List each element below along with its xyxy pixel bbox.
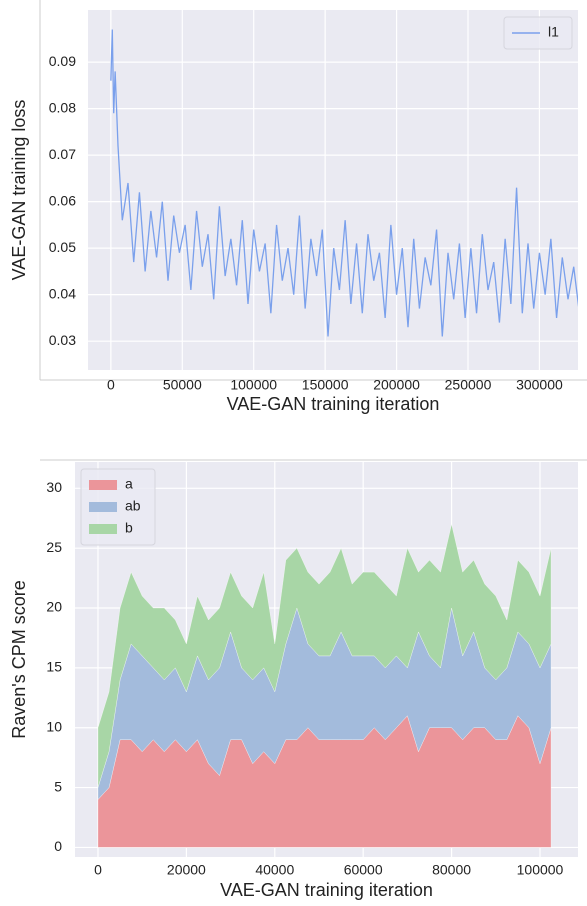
x-axis-label: VAE-GAN training iteration [220, 880, 433, 900]
legend-swatch [89, 480, 117, 490]
x-tick-label: 300000 [516, 377, 563, 393]
x-tick-label: 60000 [344, 862, 383, 878]
x-tick-label: 40000 [255, 862, 294, 878]
y-axis-label: Raven's CPM score [9, 580, 29, 738]
x-axis-label: VAE-GAN training iteration [227, 394, 440, 414]
y-tick-label: 5 [54, 778, 62, 794]
legend-label: b [125, 520, 133, 536]
x-tick-label: 80000 [432, 862, 471, 878]
y-tick-label: 0.09 [49, 53, 76, 69]
x-tick-label: 100000 [517, 862, 564, 878]
y-tick-label: 0.07 [49, 146, 76, 162]
x-tick-label: 250000 [445, 377, 492, 393]
x-tick-label: 100000 [230, 377, 277, 393]
area-series [97, 524, 552, 788]
legend-label: l1 [548, 24, 559, 40]
x-tick-label: 150000 [302, 377, 349, 393]
x-tick-label: 20000 [167, 862, 206, 878]
x-tick-label: 0 [94, 862, 102, 878]
y-tick-label: 0.08 [49, 99, 76, 115]
x-tick-label: 50000 [163, 377, 202, 393]
x-tick-label: 0 [107, 377, 115, 393]
x-tick-label: 200000 [373, 377, 420, 393]
y-tick-label: 30 [46, 479, 62, 495]
y-tick-label: 15 [46, 659, 62, 675]
plot-area [88, 10, 578, 370]
y-tick-label: 0.04 [49, 285, 76, 301]
line-series [110, 29, 578, 337]
legend-label: ab [125, 498, 141, 514]
y-tick-label: 20 [46, 599, 62, 615]
y-axis-label: VAE-GAN training loss [9, 100, 29, 281]
y-tick-label: 0.06 [49, 192, 76, 208]
y-tick-label: 0.03 [49, 332, 76, 348]
legend-label: a [125, 476, 133, 492]
y-tick-label: 0.05 [49, 239, 76, 255]
legend-swatch [89, 524, 117, 534]
y-tick-label: 10 [46, 718, 62, 734]
legend-swatch [89, 502, 117, 512]
y-tick-label: 0 [54, 838, 62, 854]
y-tick-label: 25 [46, 539, 62, 555]
